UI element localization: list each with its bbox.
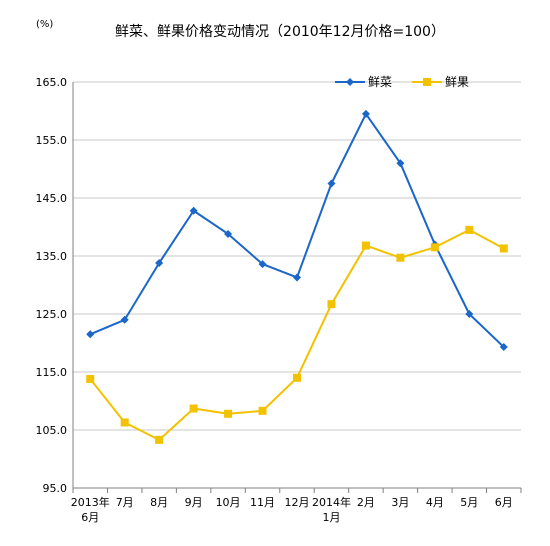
data-point <box>361 109 370 118</box>
data-point <box>189 206 198 215</box>
data-point <box>224 409 233 418</box>
data-point <box>327 300 336 309</box>
data-point <box>293 373 301 382</box>
x-tick-label: 5月 <box>460 496 478 509</box>
y-tick-label: 115.0 <box>36 366 68 379</box>
y-tick-label: 155.0 <box>36 134 68 147</box>
x-tick-label: 2013年 <box>71 495 110 509</box>
data-point <box>465 310 474 318</box>
legend-marker <box>346 78 354 86</box>
series-2 <box>86 225 508 444</box>
series-layer <box>86 109 508 444</box>
data-point <box>499 244 508 253</box>
x-tick-label: 7月 <box>116 496 134 509</box>
series-1 <box>86 109 508 352</box>
x-tick-label: 8月 <box>150 496 168 509</box>
y-unit-label: (%) <box>36 19 53 30</box>
data-point <box>396 159 405 168</box>
data-point <box>120 315 129 324</box>
data-point <box>430 243 439 252</box>
data-point <box>120 418 129 427</box>
data-point <box>189 404 198 413</box>
data-point <box>224 229 233 238</box>
x-tick-label: 4月 <box>426 496 444 509</box>
data-point <box>327 179 336 188</box>
data-point <box>258 260 267 269</box>
series-line <box>89 228 505 441</box>
chart-title: 鲜菜、鲜果价格变动情况（2010年12月价格=100） <box>115 24 445 40</box>
legend-label: 鲜菜 <box>368 75 392 89</box>
legend-item: 鲜菜 <box>335 75 392 89</box>
data-point <box>86 374 95 383</box>
grid-lines <box>73 81 521 431</box>
y-tick-label: 165.0 <box>36 76 68 89</box>
data-point <box>258 406 267 415</box>
x-tick-label: 10月 <box>216 496 241 509</box>
data-point <box>155 435 164 444</box>
data-point <box>465 225 474 234</box>
x-tick-label: 12月 <box>285 496 310 509</box>
legend-label: 鲜果 <box>445 75 469 89</box>
x-tick-label: 11月 <box>250 496 275 509</box>
data-point <box>86 330 95 339</box>
data-point <box>293 273 301 282</box>
x-tick-label: 2月 <box>357 496 375 509</box>
data-point <box>499 343 508 352</box>
x-tick-label: 6月 <box>495 496 513 509</box>
legend-item: 鲜果 <box>412 75 469 89</box>
x-tick-label: 3月 <box>391 496 409 509</box>
x-tick-label: 2014年 <box>312 495 351 509</box>
data-point <box>155 258 164 267</box>
x-tick-label: 1月 <box>322 511 340 524</box>
y-tick-label: 145.0 <box>36 192 68 205</box>
y-tick-label: 105.0 <box>36 424 68 437</box>
x-tick-label: 9月 <box>185 496 203 509</box>
series-line <box>89 112 505 348</box>
x-tick-label: 6月 <box>81 511 99 524</box>
data-point <box>396 253 405 262</box>
y-tick-label: 125.0 <box>36 308 68 321</box>
legend-marker <box>423 78 431 86</box>
y-tick-label: 135.0 <box>36 250 68 263</box>
y-tick-label: 95.0 <box>43 482 68 495</box>
axes: 95.0 105.0 115.0 125.0 135.0 145.0 155.0 165.0 2… <box>36 76 522 524</box>
data-point <box>361 241 370 250</box>
legend: 鲜菜 鲜果 <box>335 75 469 89</box>
